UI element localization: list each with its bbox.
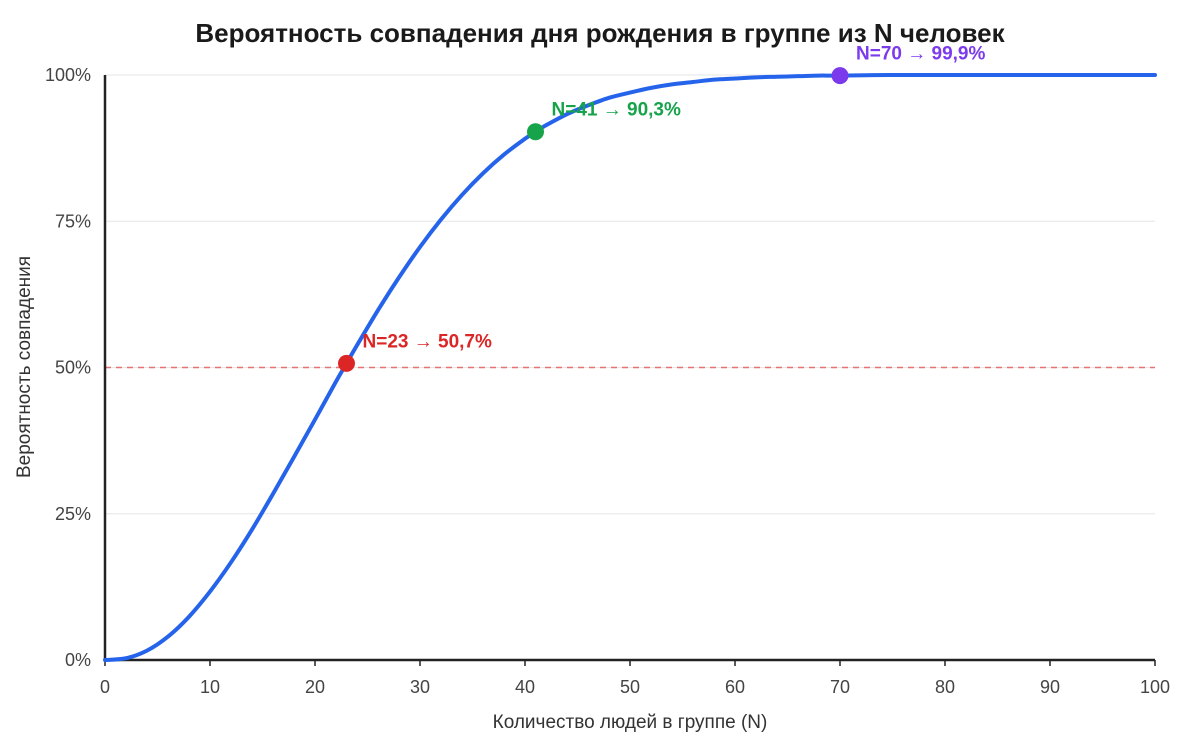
annotation-label-2: N=70 → 99,9%	[856, 44, 985, 65]
annotation-point-2	[831, 67, 849, 85]
x-tick-label-6: 60	[725, 677, 745, 697]
y-axis-ticks: 0% 25% 50% 75% 100%	[45, 65, 91, 670]
annotation-point-1	[527, 123, 544, 141]
x-tick-label-1: 10	[200, 677, 220, 697]
x-tick-label-10: 100	[1140, 677, 1170, 697]
annotation-label-0: N=23 → 50,7%	[363, 331, 492, 352]
grid-lines	[105, 74, 1155, 515]
x-tick-label-4: 40	[515, 677, 535, 697]
x-axis-ticks: 0 10 20 30 40 50 60 70 80 90 100	[100, 660, 1170, 697]
chart-title: Вероятность совпадения дня рождения в гр…	[195, 18, 1005, 48]
x-tick-label-8: 80	[935, 677, 955, 697]
annotations: N=23 → 50,7% N=41 → 90,3% N=70 → 99,9%	[338, 44, 985, 372]
y-tick-label-3: 75%	[55, 211, 91, 231]
y-tick-label-4: 100%	[45, 65, 91, 85]
x-tick-label-7: 70	[830, 677, 850, 697]
annotation-label-1: N=41 → 90,3%	[552, 100, 681, 121]
y-axis-label: Вероятность совпадения	[14, 256, 35, 478]
x-tick-label-5: 50	[620, 677, 640, 697]
x-tick-label-3: 30	[410, 677, 430, 697]
y-tick-label-1: 25%	[55, 504, 91, 524]
x-tick-label-9: 90	[1040, 677, 1060, 697]
y-tick-label-2: 50%	[55, 358, 91, 378]
x-axis-label: Количество людей в группе (N)	[493, 712, 768, 733]
y-tick-label-0: 0%	[65, 650, 91, 670]
annotation-point-0	[338, 354, 355, 372]
x-tick-label-2: 20	[305, 677, 325, 697]
x-tick-label-0: 0	[100, 677, 110, 697]
